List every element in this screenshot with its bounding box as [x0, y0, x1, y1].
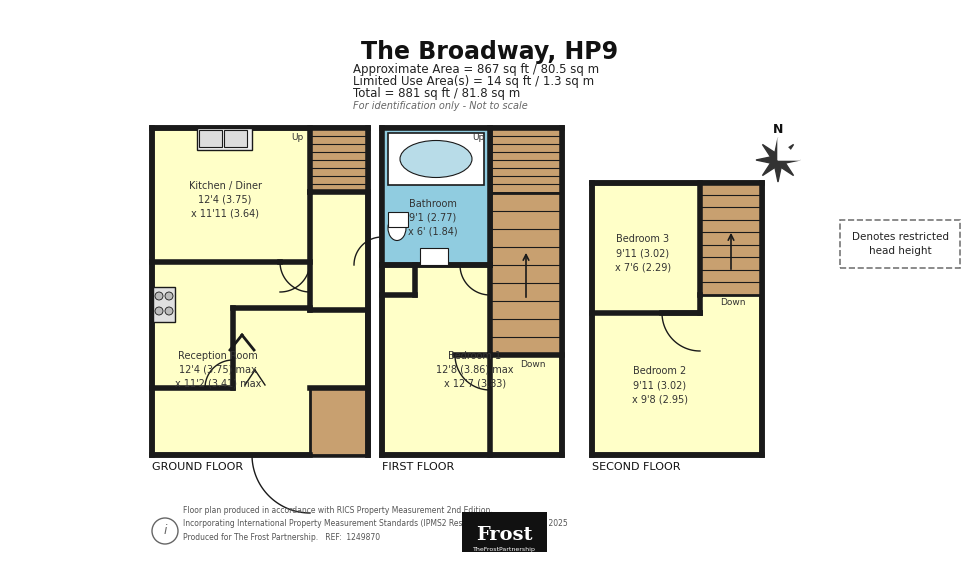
Text: i: i: [164, 525, 167, 538]
Bar: [700, 183, 762, 295]
Bar: [153, 287, 175, 322]
Text: Denotes restricted
head height: Denotes restricted head height: [852, 232, 949, 256]
Bar: [388, 133, 484, 185]
Bar: [310, 192, 368, 310]
Polygon shape: [756, 138, 800, 182]
Text: Down: Down: [720, 298, 746, 307]
Bar: [420, 248, 448, 265]
Text: Floor plan produced in accordance with RICS Property Measurement 2nd Edition,
In: Floor plan produced in accordance with R…: [183, 507, 567, 542]
Bar: [388, 212, 408, 227]
Circle shape: [165, 292, 173, 300]
Bar: [592, 183, 762, 455]
Text: Down: Down: [520, 360, 546, 369]
Text: Approximate Area = 867 sq ft / 80.5 sq m: Approximate Area = 867 sq ft / 80.5 sq m: [353, 62, 599, 76]
Text: Up: Up: [471, 133, 484, 142]
Text: GROUND FLOOR: GROUND FLOOR: [152, 462, 243, 472]
Text: Bedroom 1
12'8 (3.86) max
x 12'7 (3.83): Bedroom 1 12'8 (3.86) max x 12'7 (3.83): [436, 351, 514, 389]
Bar: [197, 128, 252, 150]
Text: Kitchen / Diner
12'4 (3.75)
x 11'11 (3.64): Kitchen / Diner 12'4 (3.75) x 11'11 (3.6…: [188, 181, 262, 219]
Text: For identification only - Not to scale: For identification only - Not to scale: [353, 101, 528, 111]
Bar: [199, 130, 222, 147]
Bar: [840, 220, 960, 268]
Text: The Broadway, HP9: The Broadway, HP9: [362, 40, 618, 64]
Bar: [382, 128, 490, 265]
Text: Frost: Frost: [475, 526, 532, 544]
Text: Up: Up: [291, 133, 303, 142]
Bar: [310, 388, 368, 455]
Circle shape: [165, 307, 173, 315]
Bar: [152, 128, 368, 455]
Bar: [490, 193, 562, 355]
Bar: [490, 128, 562, 193]
Text: SECOND FLOOR: SECOND FLOOR: [592, 462, 680, 472]
Bar: [224, 130, 247, 147]
Polygon shape: [778, 138, 800, 160]
Bar: [462, 512, 547, 552]
Text: Total = 881 sq ft / 81.8 sq m: Total = 881 sq ft / 81.8 sq m: [353, 86, 520, 100]
Text: Bedroom 2
9'11 (3.02)
x 9'8 (2.95): Bedroom 2 9'11 (3.02) x 9'8 (2.95): [632, 366, 688, 404]
Bar: [382, 128, 562, 455]
Text: Reception Room
12'4 (3.75) max
x 11'2 (3.41) max: Reception Room 12'4 (3.75) max x 11'2 (3…: [174, 351, 262, 389]
Ellipse shape: [388, 215, 406, 241]
Text: N: N: [773, 123, 783, 136]
Circle shape: [152, 518, 178, 544]
Bar: [310, 128, 368, 192]
Text: TheFrostPartnership: TheFrostPartnership: [472, 548, 535, 552]
Text: Bathroom
9'1 (2.77)
x 6' (1.84): Bathroom 9'1 (2.77) x 6' (1.84): [409, 199, 458, 237]
Ellipse shape: [400, 140, 472, 177]
Text: Limited Use Area(s) = 14 sq ft / 1.3 sq m: Limited Use Area(s) = 14 sq ft / 1.3 sq …: [353, 75, 594, 87]
Circle shape: [155, 292, 163, 300]
Text: Bedroom 3
9'11 (3.02)
x 7'6 (2.29): Bedroom 3 9'11 (3.02) x 7'6 (2.29): [614, 234, 671, 272]
Circle shape: [155, 307, 163, 315]
Text: FIRST FLOOR: FIRST FLOOR: [382, 462, 455, 472]
